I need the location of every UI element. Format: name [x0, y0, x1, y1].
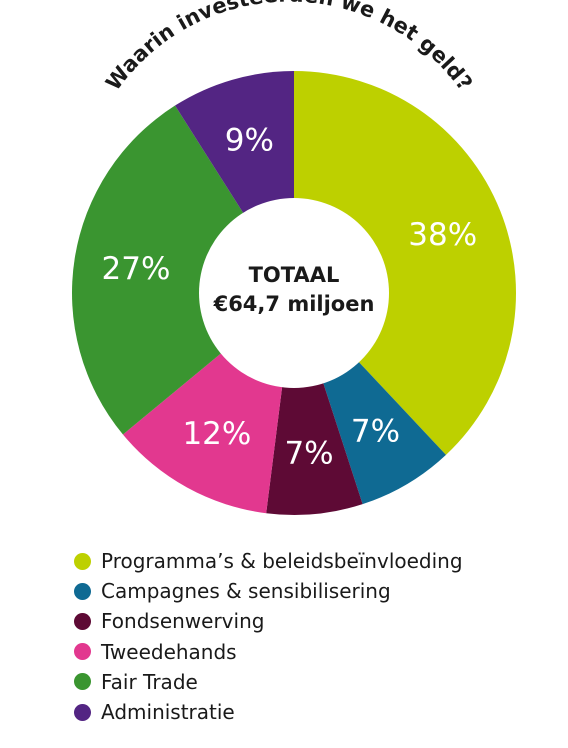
legend-swatch: [74, 612, 91, 630]
slice-1: [294, 71, 517, 455]
legend-item: Fondsenwerving: [74, 606, 463, 636]
legend-label: Administratie: [101, 700, 235, 725]
slice-label-6: 9%: [225, 122, 274, 158]
legend-swatch: [74, 643, 91, 661]
slice-label-3: 7%: [284, 435, 333, 471]
legend: Programma’s & beleidsbeïnvloeding Campagn…: [74, 546, 463, 727]
slice-label-5: 27%: [102, 251, 171, 287]
legend-label: Tweedehands: [101, 639, 237, 664]
legend-item: Campagnes & sensibilisering: [74, 576, 463, 606]
center-total-label: TOTAAL: [249, 263, 340, 287]
legend-swatch: [74, 703, 91, 721]
donut-chart: Waarin investeerden we het geld? 38%7%7%…: [71, 0, 517, 515]
slice-label-4: 12%: [182, 416, 251, 452]
donut-hole: [199, 198, 389, 388]
legend-swatch: [74, 582, 91, 600]
legend-item: Administratie: [74, 697, 463, 727]
legend-label: Campagnes & sensibilisering: [101, 579, 391, 604]
legend-item: Tweedehands: [74, 637, 463, 667]
legend-swatch: [74, 552, 91, 570]
slice-label-1: 38%: [408, 217, 477, 253]
slice-label-2: 7%: [351, 414, 400, 450]
slice-5: [71, 105, 294, 435]
legend-label: Programma’s & beleidsbeïnvloeding: [101, 549, 463, 574]
center-total-value: €64,7 miljoen: [213, 292, 375, 316]
legend-swatch: [74, 673, 91, 691]
legend-item: Programma’s & beleidsbeïnvloeding: [74, 546, 463, 576]
legend-item: Fair Trade: [74, 667, 463, 697]
slice-labels-group: 38% 7% 7% 12% 27% 9%: [102, 122, 478, 471]
legend-label: Fondsenwerving: [101, 609, 265, 634]
legend-label: Fair Trade: [101, 669, 198, 694]
